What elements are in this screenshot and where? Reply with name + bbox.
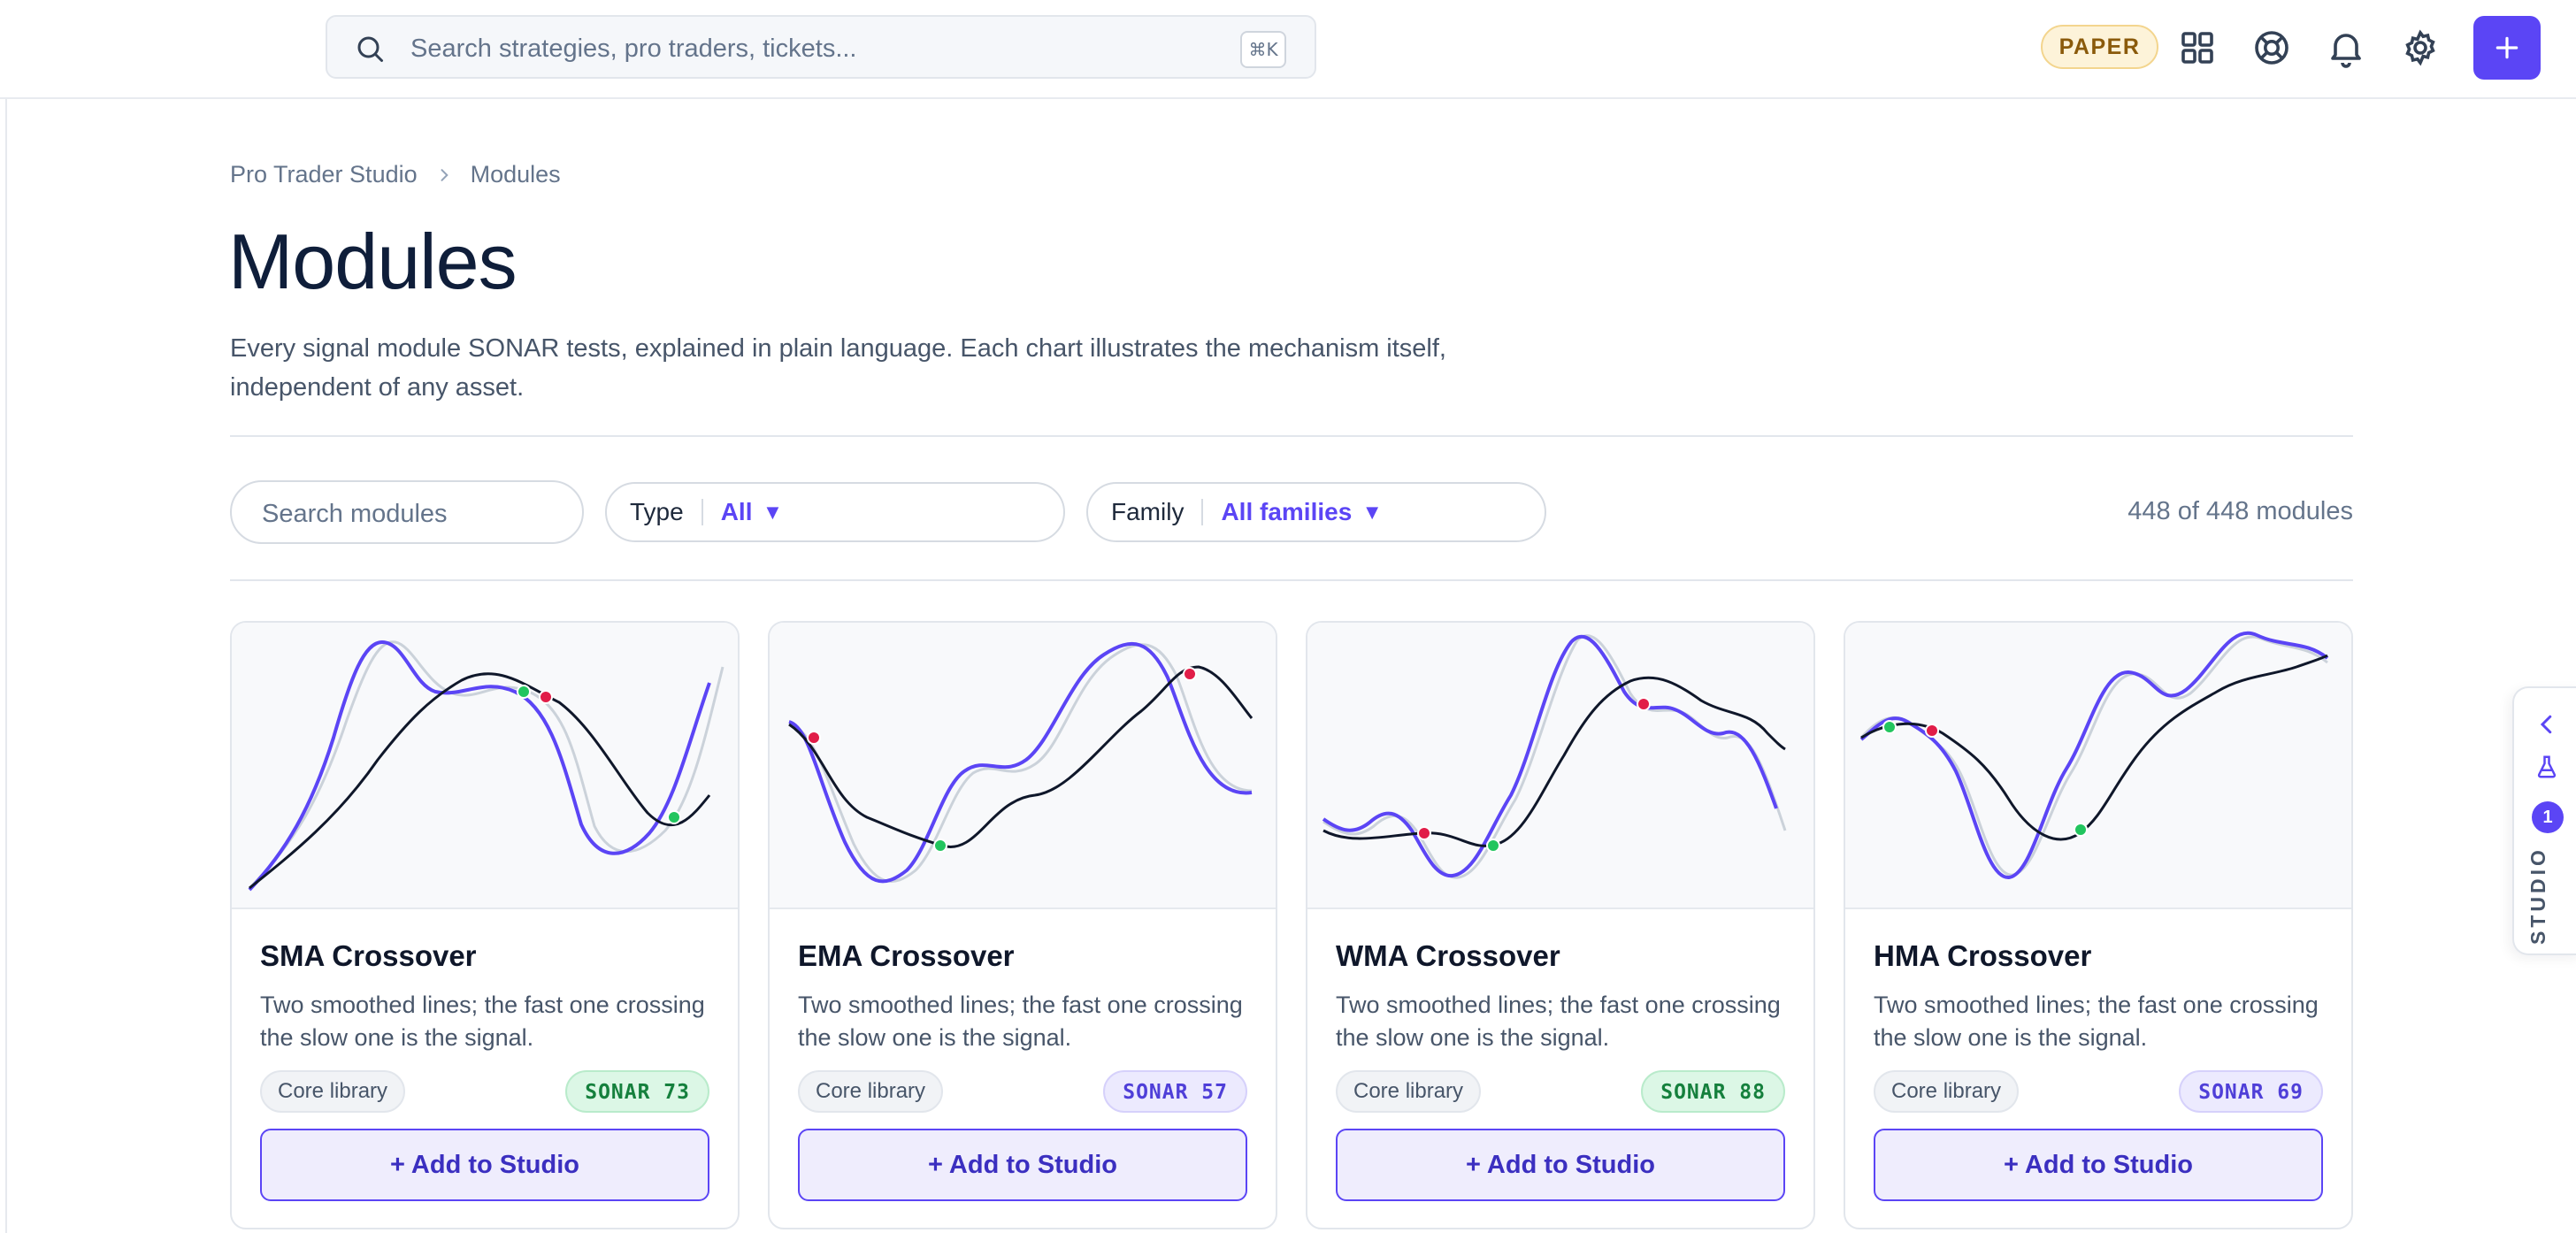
family-filter-dropdown[interactable]: Family All families ▼ — [1086, 482, 1546, 542]
module-description: Two smoothed lines; the fast one crossin… — [798, 992, 1243, 1051]
crossover-illustration — [1859, 631, 2329, 879]
sell-signal-dot — [539, 690, 553, 704]
caret-down-icon: ▼ — [766, 502, 779, 522]
module-library-tag: Core library — [260, 1070, 406, 1113]
chevron-right-icon — [441, 168, 448, 181]
module-description: Two smoothed lines; the fast one crossin… — [1336, 992, 1781, 1051]
chevron-left-icon[interactable] — [2534, 711, 2560, 738]
module-card-wma-crossover[interactable]: WMA Crossover Two smoothed lines; the fa… — [1306, 621, 1815, 1229]
module-library-tag: Core library — [1874, 1070, 2020, 1113]
lifebuoy-icon — [2255, 31, 2288, 65]
type-filter-value: All — [720, 498, 753, 525]
slow-average-line — [1860, 654, 2328, 841]
type-filter-label: Type — [630, 498, 684, 525]
crossover-illustration — [788, 641, 1254, 884]
slow-average-line — [1322, 676, 1786, 847]
price-line — [1859, 635, 2328, 877]
module-card-hma-crossover[interactable]: HMA Crossover Two smoothed lines; the fa… — [1844, 621, 2353, 1229]
settings-button[interactable] — [2399, 27, 2442, 69]
apps-grid-button[interactable] — [2176, 27, 2219, 69]
fast-average-line — [1322, 634, 1778, 878]
module-card-sma-crossover[interactable]: SMA Crossover Two smoothed lines; the fa… — [230, 621, 740, 1229]
caret-down-icon: ▼ — [1366, 502, 1379, 522]
module-count: 448 of 448 modules — [2128, 497, 2353, 525]
page-title: Modules — [228, 218, 518, 305]
studio-drawer-tab[interactable]: 1 STUDIO — [2512, 686, 2576, 955]
module-card-ema-crossover[interactable]: EMA Crossover Two smoothed lines; the fa… — [768, 621, 1277, 1229]
help-button[interactable] — [2250, 27, 2293, 69]
filter-divider — [230, 579, 2353, 581]
search-shortcut-hint: ⌘K — [1240, 31, 1286, 68]
sonar-score-badge: SONAR 73 — [565, 1070, 709, 1113]
studio-count-badge: 1 — [2532, 801, 2564, 833]
module-name: HMA Crossover — [1874, 939, 2092, 972]
add-to-studio-button[interactable]: + Add to Studio — [1336, 1129, 1785, 1201]
sonar-score-badge: SONAR 69 — [2179, 1070, 2323, 1113]
slow-average-line — [249, 672, 711, 890]
price-line — [248, 640, 724, 890]
add-to-studio-button[interactable]: + Add to Studio — [798, 1129, 1247, 1201]
global-search-input[interactable]: Search strategies, pro traders, tickets.… — [326, 15, 1316, 79]
module-name: EMA Crossover — [798, 939, 1015, 972]
sonar-score-badge: SONAR 88 — [1641, 1070, 1785, 1113]
global-search-placeholder: Search strategies, pro traders, tickets.… — [410, 34, 857, 63]
trading-mode-badge[interactable]: PAPER — [2041, 25, 2158, 69]
buy-signal-dot — [667, 810, 681, 824]
top-bar: Search strategies, pro traders, tickets.… — [0, 0, 2576, 99]
module-name: WMA Crossover — [1336, 939, 1560, 972]
module-illustration — [232, 623, 738, 909]
sell-signal-dot — [807, 731, 821, 745]
filter-separator — [701, 499, 703, 525]
module-illustration — [770, 623, 1276, 909]
module-description: Two smoothed lines; the fast one crossin… — [260, 992, 705, 1051]
crossover-illustration — [1322, 634, 1787, 879]
header-divider — [230, 435, 2353, 437]
notifications-button[interactable] — [2325, 27, 2367, 69]
create-new-button[interactable] — [2473, 16, 2541, 80]
module-search-input[interactable]: Search modules — [230, 480, 584, 544]
module-library-tag: Core library — [1336, 1070, 1482, 1113]
flask-icon — [2537, 755, 2557, 778]
grid-icon — [2181, 32, 2213, 64]
sell-signal-dot — [1417, 826, 1431, 840]
breadcrumb-item-modules: Modules — [470, 161, 561, 188]
buy-signal-dot — [1882, 720, 1897, 734]
bell-icon — [2331, 34, 2361, 68]
buy-signal-dot — [933, 839, 947, 853]
buy-signal-dot — [2074, 823, 2088, 837]
breadcrumb-item-studio[interactable]: Pro Trader Studio — [230, 161, 418, 188]
module-illustration — [1845, 623, 2351, 909]
module-description: Two smoothed lines; the fast one crossin… — [1874, 992, 2319, 1051]
search-icon — [357, 36, 383, 62]
sonar-score-badge: SONAR 57 — [1103, 1070, 1247, 1113]
breadcrumb: Pro Trader Studio Modules — [230, 161, 561, 188]
studio-tab-label: STUDIO — [2526, 846, 2549, 945]
sell-signal-dot — [1925, 724, 1939, 738]
sidebar-divider — [5, 99, 7, 1233]
fast-average-line — [1859, 631, 2329, 879]
sell-signal-dot — [1637, 697, 1651, 711]
module-name: SMA Crossover — [260, 939, 477, 972]
family-filter-value: All families — [1221, 498, 1353, 525]
add-to-studio-button[interactable]: + Add to Studio — [260, 1129, 709, 1201]
type-filter-dropdown[interactable]: Type All ▼ — [605, 482, 1065, 542]
buy-signal-dot — [1486, 839, 1500, 853]
plus-icon — [2496, 36, 2518, 59]
filter-separator — [1201, 499, 1204, 525]
slow-average-line — [788, 665, 1254, 848]
module-library-tag: Core library — [798, 1070, 944, 1113]
fast-average-line — [788, 641, 1253, 884]
family-filter-label: Family — [1111, 498, 1184, 525]
module-search-placeholder: Search modules — [262, 500, 448, 528]
gear-icon — [2405, 29, 2435, 66]
crossover-illustration — [248, 639, 724, 892]
buy-signal-dot — [517, 685, 531, 699]
module-illustration — [1307, 623, 1813, 909]
add-to-studio-button[interactable]: + Add to Studio — [1874, 1129, 2323, 1201]
fast-average-line — [248, 639, 711, 892]
page-description: Every signal module SONAR tests, explain… — [230, 334, 1446, 402]
sell-signal-dot — [1183, 667, 1197, 681]
